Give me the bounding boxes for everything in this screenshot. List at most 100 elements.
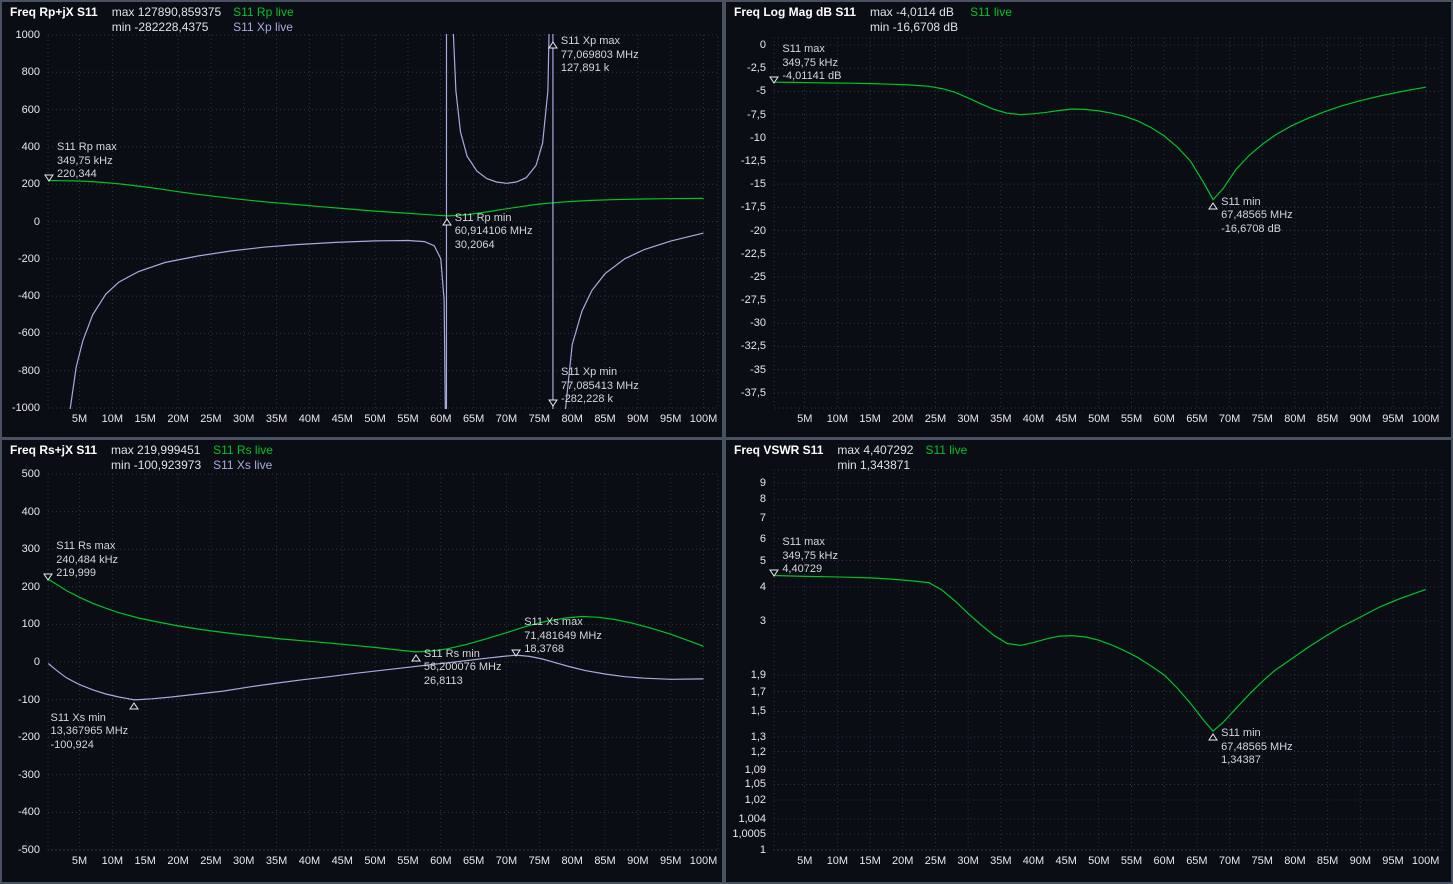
plot-area[interactable] <box>2 440 722 882</box>
y-axis-label: -7,5 <box>747 108 766 121</box>
stat-max: max 219,999451 <box>111 443 201 457</box>
marker-label: S11 Rs min 56,200076 MHz 26,8113 <box>423 647 502 687</box>
y-axis-label: -100 <box>17 693 40 706</box>
y-axis-label: 200 <box>21 580 40 593</box>
y-axis-label: 1,3 <box>750 730 766 743</box>
marker-triangle-icon[interactable] <box>1208 198 1219 216</box>
x-axis-label: 45M <box>1055 855 1077 867</box>
y-axis-label: -400 <box>17 290 40 303</box>
x-axis-label: 95M <box>1382 413 1404 425</box>
x-axis-label: 70M <box>1218 855 1241 867</box>
x-axis-label: 60M <box>430 413 452 425</box>
marker-label: S11 min 67,48565 MHz -16,6708 dB <box>1221 195 1293 235</box>
plot-area[interactable] <box>2 2 722 437</box>
x-axis-label: 35M <box>990 413 1012 425</box>
x-axis-label: 30M <box>233 413 255 425</box>
marker-triangle-icon[interactable] <box>511 645 522 663</box>
x-axis-label: 70M <box>495 413 518 425</box>
y-axis-label: 1,09 <box>744 764 766 776</box>
y-axis-label: 5 <box>759 554 766 567</box>
x-axis-label: 25M <box>924 413 947 425</box>
x-axis-label: 30M <box>957 855 979 867</box>
panel-header: Freq Rp+jX S11 max 127890,859375 min -2822… <box>10 5 294 35</box>
x-axis-label: 100M <box>689 855 718 867</box>
marker-triangle-icon[interactable] <box>44 170 54 188</box>
trace-s11 <box>774 574 1426 732</box>
y-axis-label: 8 <box>759 493 766 506</box>
panel-vswr: Freq VSWR S11 max 4,407292 min 1,343871 S11… <box>726 440 1451 882</box>
panel-stats: max 4,407292 min 1,343871 <box>837 443 913 473</box>
panel-header: Freq VSWR S11 max 4,407292 min 1,343871 S11… <box>734 443 967 473</box>
x-axis-label: 20M <box>167 855 189 867</box>
x-axis-label: 90M <box>1349 855 1371 867</box>
y-axis-label: -800 <box>17 364 40 377</box>
x-axis-label: 55M <box>1120 413 1143 425</box>
stat-min: min -282228,4375 <box>111 20 209 34</box>
marker-triangle-icon[interactable] <box>548 395 558 413</box>
x-axis-label: 5M <box>797 855 813 867</box>
panel-stats: max -4,0114 dB min -16,6708 dB <box>870 5 958 35</box>
x-axis-label: 95M <box>660 413 682 425</box>
legend-item[interactable]: S11 Xs live <box>213 458 273 472</box>
y-axis-label: 1,2 <box>750 745 766 758</box>
marker-triangle-icon[interactable] <box>441 214 452 232</box>
x-axis-label: 90M <box>627 413 649 425</box>
x-axis-label: 65M <box>1186 413 1208 425</box>
marker-triangle-icon[interactable] <box>410 650 421 668</box>
trace-s11-rp <box>48 179 704 217</box>
x-axis-label: 65M <box>462 413 485 425</box>
trace-s11-xs <box>47 654 704 701</box>
legend-item[interactable]: S11 live <box>970 5 1012 19</box>
x-axis-label: 40M <box>1022 413 1045 425</box>
panel-title: Freq Rp+jX S11 <box>10 5 98 19</box>
x-axis-label: 15M <box>134 855 156 867</box>
plot-area[interactable] <box>726 440 1451 882</box>
marker-triangle-icon[interactable] <box>43 569 54 587</box>
x-axis-label: 45M <box>1055 413 1077 425</box>
legend-item[interactable]: S11 live <box>925 443 968 457</box>
legend-item[interactable]: S11 Rs live <box>213 443 273 457</box>
y-axis-label: -22,5 <box>740 247 766 260</box>
legend-item[interactable]: S11 Xp live <box>233 20 293 34</box>
panel-header: Freq Rs+jX S11 max 219,999451 min -100,923… <box>10 443 273 473</box>
x-axis-label: 40M <box>298 855 321 867</box>
marker-label: S11 Xs max 71,481649 MHz 18,3768 <box>524 616 602 656</box>
x-axis-label: 90M <box>1349 413 1371 425</box>
y-axis-label: 1,0005 <box>732 828 766 840</box>
legend-item[interactable]: S11 Rp live <box>233 5 294 19</box>
panel-legend: S11 live <box>925 443 967 458</box>
x-axis-label: 20M <box>167 413 189 425</box>
x-axis-label: 85M <box>594 413 616 425</box>
marker-triangle-icon[interactable] <box>547 37 558 55</box>
marker-triangle-icon[interactable] <box>769 72 780 90</box>
x-axis-label: 20M <box>892 855 914 867</box>
x-axis-label: 50M <box>364 413 386 425</box>
x-axis-label: 75M <box>1251 413 1273 425</box>
grid-lines <box>47 34 719 409</box>
y-axis-label: -20 <box>750 224 766 237</box>
grid-lines <box>773 37 1443 409</box>
y-axis-label: 300 <box>21 543 40 556</box>
y-axis-label: -37,5 <box>740 386 766 399</box>
marker-triangle-icon[interactable] <box>1208 729 1219 747</box>
marker-triangle-icon[interactable] <box>769 565 780 583</box>
y-axis-label: 500 <box>21 468 40 480</box>
stat-max: max 127890,859375 <box>111 5 222 19</box>
marker-triangle-icon[interactable] <box>129 698 140 716</box>
x-axis-label: 60M <box>1153 855 1175 867</box>
y-axis-label: -5 <box>756 85 766 98</box>
marker-label: S11 max 349,75 kHz 4,40729 <box>782 536 838 576</box>
y-axis-label: 1,9 <box>750 669 766 681</box>
plot-area[interactable] <box>726 2 1451 437</box>
y-axis-label: 600 <box>21 103 40 116</box>
x-axis-label: 75M <box>1251 855 1273 867</box>
x-axis-label: 30M <box>233 855 255 867</box>
stat-min: min -100,923973 <box>111 458 202 472</box>
x-axis-label: 5M <box>71 413 88 425</box>
y-axis-label: 0 <box>33 656 40 668</box>
x-axis-label: 55M <box>1120 855 1143 867</box>
x-axis-label: 5M <box>71 855 88 867</box>
y-axis-label: -35 <box>750 363 766 376</box>
x-axis-label: 40M <box>1022 855 1045 867</box>
y-axis-label: 400 <box>21 140 40 153</box>
